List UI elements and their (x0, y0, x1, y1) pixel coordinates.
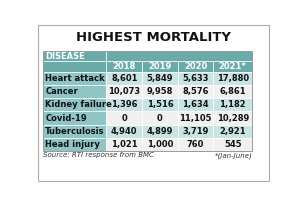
Bar (178, 61, 213, 72)
Text: 1,396: 1,396 (111, 100, 138, 109)
Bar (106, 61, 142, 72)
Bar (106, 85, 142, 98)
Bar (43, 112, 106, 125)
Text: Kidney failure: Kidney failure (45, 100, 112, 109)
Bar (142, 112, 178, 125)
Bar (142, 85, 178, 98)
Text: Head injury: Head injury (45, 140, 100, 149)
Text: 0: 0 (122, 114, 127, 123)
Bar (43, 138, 106, 151)
Text: 1,634: 1,634 (182, 100, 209, 109)
Text: Heart attack: Heart attack (45, 74, 105, 83)
Bar (213, 98, 252, 112)
Bar (213, 85, 252, 98)
Text: 2019: 2019 (148, 62, 172, 71)
Bar (43, 98, 106, 112)
Text: 1,021: 1,021 (111, 140, 138, 149)
Text: HIGHEST MORTALITY: HIGHEST MORTALITY (76, 31, 231, 44)
Text: Tuberculosis: Tuberculosis (45, 127, 105, 136)
Text: 8,576: 8,576 (182, 87, 209, 96)
Bar (178, 125, 213, 138)
Bar (106, 138, 142, 151)
Text: 6,861: 6,861 (220, 87, 246, 96)
Text: 5,849: 5,849 (147, 74, 173, 83)
Bar (43, 125, 106, 138)
Bar (106, 112, 142, 125)
Text: 760: 760 (187, 140, 204, 149)
Bar (43, 85, 106, 98)
Bar (178, 85, 213, 98)
Bar (106, 98, 142, 112)
Text: 4,899: 4,899 (147, 127, 173, 136)
Bar (142, 125, 178, 138)
Bar (178, 72, 213, 85)
Text: 545: 545 (224, 140, 242, 149)
Bar (142, 72, 178, 85)
Bar (106, 51, 252, 61)
Bar (213, 125, 252, 138)
Text: 17,880: 17,880 (217, 74, 249, 83)
Bar (213, 112, 252, 125)
Bar (213, 61, 252, 72)
Bar (142, 138, 178, 151)
Text: 2021*: 2021* (219, 62, 247, 71)
Text: 4,940: 4,940 (111, 127, 138, 136)
Text: 5,633: 5,633 (182, 74, 209, 83)
Bar (106, 72, 142, 85)
Text: Cancer: Cancer (45, 87, 78, 96)
Text: 3,719: 3,719 (182, 127, 209, 136)
Text: 2018: 2018 (113, 62, 136, 71)
Text: 10,289: 10,289 (217, 114, 249, 123)
Bar (43, 61, 106, 72)
Bar (213, 72, 252, 85)
Text: *(Jan-June): *(Jan-June) (214, 152, 252, 159)
Bar (178, 98, 213, 112)
Text: 11,105: 11,105 (179, 114, 212, 123)
Bar (142, 61, 178, 72)
Text: Source: RTI response from BMC: Source: RTI response from BMC (43, 152, 154, 158)
Text: 9,958: 9,958 (147, 87, 173, 96)
Bar (178, 112, 213, 125)
Text: 0: 0 (157, 114, 163, 123)
Bar (43, 72, 106, 85)
Text: 10,073: 10,073 (108, 87, 140, 96)
Bar (43, 51, 106, 61)
Text: Covid-19: Covid-19 (45, 114, 87, 123)
Text: 2020: 2020 (184, 62, 207, 71)
Text: 8,601: 8,601 (111, 74, 138, 83)
Bar (43, 51, 252, 151)
Bar (106, 125, 142, 138)
Text: 1,000: 1,000 (147, 140, 173, 149)
Text: 1,516: 1,516 (147, 100, 173, 109)
Text: DISEASE: DISEASE (45, 52, 85, 61)
Bar (213, 138, 252, 151)
Text: 1,182: 1,182 (220, 100, 246, 109)
Bar (142, 98, 178, 112)
Text: 2,921: 2,921 (220, 127, 246, 136)
Bar (178, 138, 213, 151)
